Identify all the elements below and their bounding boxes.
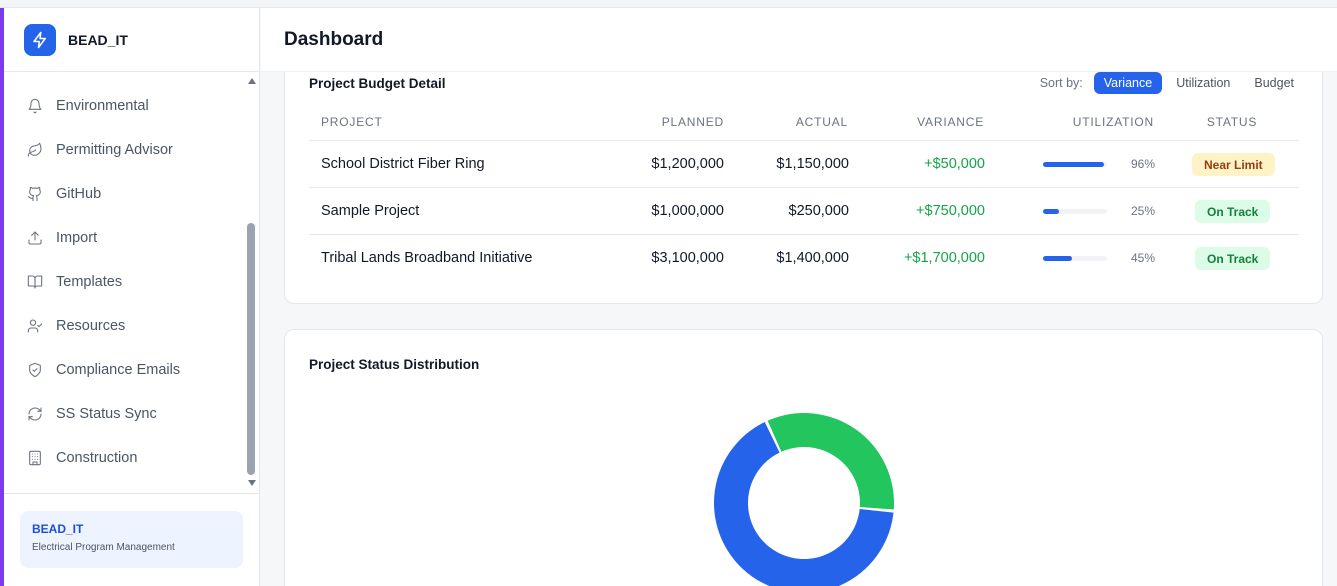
status-badge: On Track bbox=[1195, 200, 1271, 223]
column-header-planned[interactable]: PLANNED bbox=[661, 115, 724, 129]
browser-top-strip bbox=[0, 0, 1337, 8]
sidebar-scrollbar[interactable] bbox=[245, 73, 259, 493]
variance-value: +$50,000 bbox=[924, 156, 985, 172]
scroll-down-arrow-icon[interactable] bbox=[248, 480, 256, 486]
actual-value: $250,000 bbox=[788, 203, 849, 219]
project-name: Tribal Lands Broadband Initiative bbox=[321, 250, 533, 266]
card-title: Project Budget Detail bbox=[309, 76, 446, 91]
project-status-distribution-card: Project Status Distribution bbox=[284, 329, 1323, 586]
sidebar-item-label: Resources bbox=[56, 318, 126, 334]
sidebar-item-label: Compliance Emails bbox=[56, 362, 181, 378]
sidebar-item-label: Permitting Advisor bbox=[56, 142, 173, 158]
sort-variance-button[interactable]: Variance bbox=[1093, 72, 1163, 94]
planned-value: $1,200,000 bbox=[651, 156, 724, 172]
actual-value: $1,150,000 bbox=[776, 156, 849, 172]
status-badge: Near Limit bbox=[1192, 153, 1275, 176]
variance-value: +$750,000 bbox=[916, 203, 985, 219]
github-icon bbox=[26, 185, 44, 203]
sidebar-item-compliance-emails[interactable]: Compliance Emails bbox=[26, 358, 180, 382]
brand[interactable]: BEAD_IT bbox=[4, 8, 259, 72]
sidebar-item-label: GitHub bbox=[56, 186, 102, 202]
lightning-icon bbox=[24, 23, 56, 56]
donut-slice-1[interactable] bbox=[767, 413, 894, 510]
utilization-percent: 45% bbox=[1130, 251, 1155, 265]
utilization-bar bbox=[1043, 162, 1107, 167]
sidebar-item-label: Construction bbox=[56, 450, 138, 466]
actual-value: $1,400,000 bbox=[776, 250, 849, 266]
column-header-utilization[interactable]: UTILIZATION bbox=[1072, 115, 1154, 129]
utilization-percent: 96% bbox=[1130, 157, 1155, 171]
upload-icon bbox=[26, 229, 44, 247]
sidebar-item-github[interactable]: GitHub bbox=[26, 182, 101, 206]
sidebar-item-label: SS Status Sync bbox=[56, 406, 157, 422]
sort-controls: Sort by: Variance Utilization Budget bbox=[1040, 72, 1304, 94]
project-name: School District Fiber Ring bbox=[321, 156, 485, 172]
bell-icon bbox=[26, 97, 44, 115]
window-accent-edge bbox=[0, 0, 4, 586]
user-check-icon bbox=[26, 317, 44, 335]
card-title: Project Status Distribution bbox=[309, 357, 480, 372]
variance-value: +$1,700,000 bbox=[903, 250, 985, 266]
column-header-variance[interactable]: VARIANCE bbox=[917, 115, 984, 129]
leaf-icon bbox=[26, 141, 44, 159]
planned-value: $1,000,000 bbox=[651, 203, 724, 219]
sidebar-nav: Environmental Permitting Advisor GitHub … bbox=[4, 73, 244, 493]
brand-name: BEAD_IT bbox=[68, 31, 128, 48]
utilization-bar-fill bbox=[1043, 256, 1072, 261]
sidebar-item-label: Import bbox=[56, 230, 98, 246]
org-subtitle: Electrical Program Management bbox=[32, 542, 175, 553]
table-row[interactable]: School District Fiber Ring $1,200,000 $1… bbox=[309, 140, 1299, 187]
sidebar-item-permitting-advisor[interactable]: Permitting Advisor bbox=[26, 138, 173, 162]
donut-slice-0[interactable] bbox=[714, 422, 894, 586]
utilization-bar bbox=[1043, 209, 1107, 214]
page-header: Dashboard bbox=[261, 8, 1337, 72]
project-budget-card: Project Budget Detail Sort by: Variance … bbox=[284, 30, 1323, 304]
column-header-project[interactable]: PROJECT bbox=[321, 115, 383, 129]
org-name: BEAD_IT bbox=[32, 522, 84, 536]
status-donut-chart bbox=[714, 413, 894, 586]
planned-value: $3,100,000 bbox=[651, 250, 724, 266]
utilization-bar-fill bbox=[1043, 162, 1105, 167]
scrollbar-thumb[interactable] bbox=[247, 223, 255, 475]
sort-budget-button[interactable]: Budget bbox=[1254, 76, 1294, 90]
utilization-bar bbox=[1043, 256, 1107, 261]
table-row[interactable]: Sample Project $1,000,000 $250,000 +$750… bbox=[309, 187, 1299, 234]
scroll-up-arrow-icon[interactable] bbox=[248, 78, 256, 84]
table-row[interactable]: Tribal Lands Broadband Initiative $3,100… bbox=[309, 234, 1299, 281]
sidebar-footer: BEAD_IT Electrical Program Management bbox=[4, 493, 259, 586]
sidebar-item-ss-status-sync[interactable]: SS Status Sync bbox=[26, 402, 157, 426]
utilization-percent: 25% bbox=[1130, 204, 1155, 218]
sidebar-item-label: Templates bbox=[56, 274, 123, 290]
shield-check-icon bbox=[26, 361, 44, 379]
refresh-icon bbox=[26, 405, 44, 423]
sidebar-item-templates[interactable]: Templates bbox=[26, 270, 122, 294]
sort-label: Sort by: bbox=[1039, 76, 1083, 90]
status-badge: On Track bbox=[1195, 247, 1271, 270]
book-open-icon bbox=[26, 273, 44, 291]
utilization-bar-fill bbox=[1043, 209, 1059, 214]
org-card: BEAD_IT Electrical Program Management bbox=[20, 511, 243, 568]
sidebar-item-label: Environmental bbox=[56, 98, 149, 114]
project-name: Sample Project bbox=[321, 203, 420, 219]
column-header-status[interactable]: STATUS bbox=[1206, 115, 1258, 129]
sort-utilization-button[interactable]: Utilization bbox=[1176, 76, 1231, 90]
building-icon bbox=[26, 449, 44, 467]
sidebar: BEAD_IT Environmental Permitting Advisor… bbox=[4, 8, 260, 586]
page-title: Dashboard bbox=[284, 29, 384, 50]
sidebar-item-environmental[interactable]: Environmental bbox=[26, 94, 149, 118]
column-header-actual[interactable]: ACTUAL bbox=[795, 115, 848, 129]
sidebar-item-construction[interactable]: Construction bbox=[26, 446, 137, 470]
sidebar-item-import[interactable]: Import bbox=[26, 226, 97, 250]
sidebar-item-resources[interactable]: Resources bbox=[26, 314, 125, 338]
